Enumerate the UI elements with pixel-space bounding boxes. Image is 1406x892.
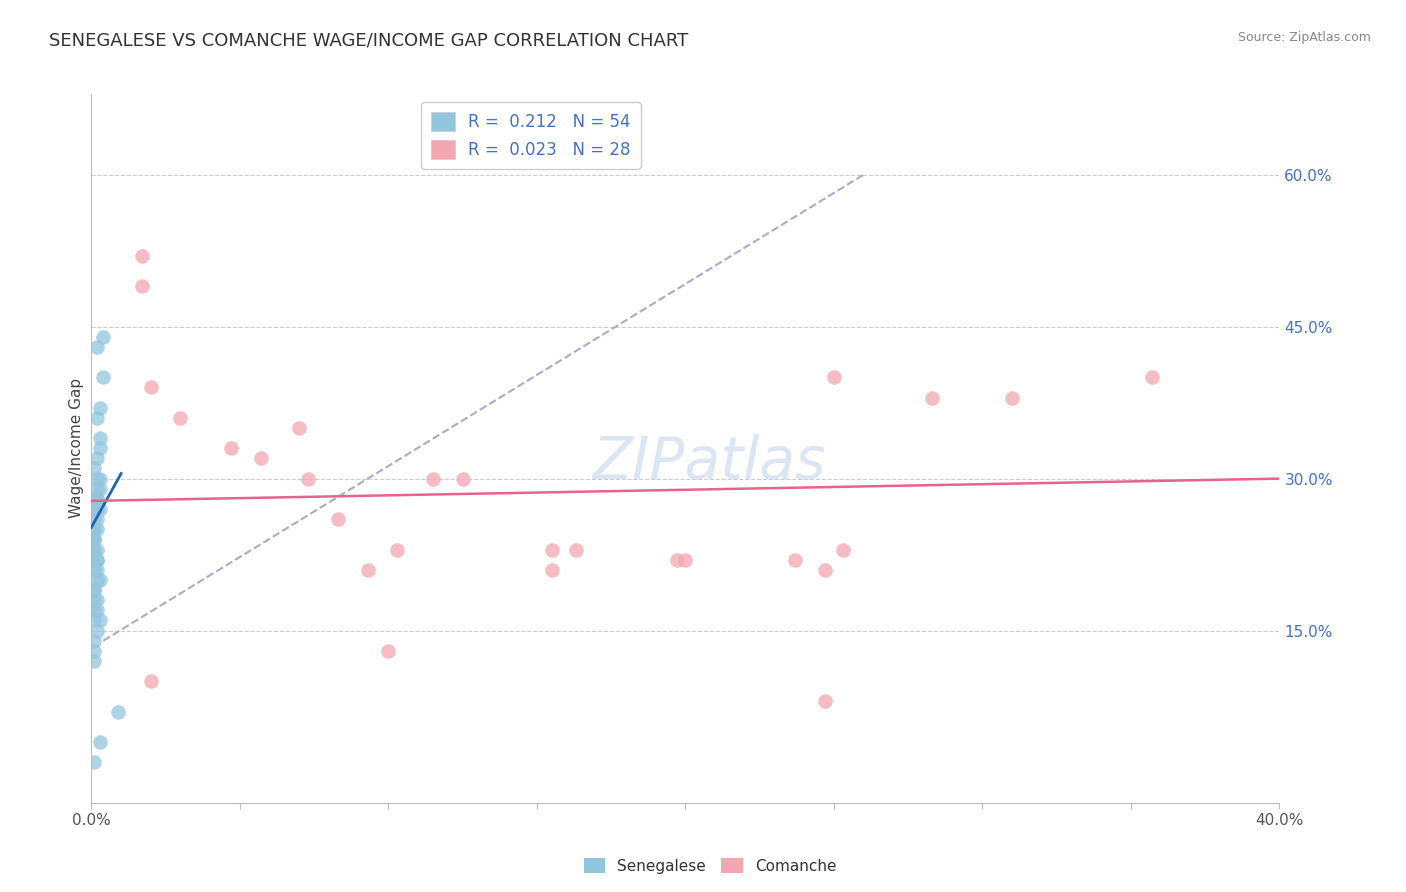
- Point: [83, 533, 105, 547]
- Point: [83, 583, 105, 598]
- Point: [86, 563, 108, 577]
- Point: [377, 644, 399, 658]
- Point: [86, 410, 108, 425]
- Point: [1140, 370, 1163, 384]
- Point: [86, 502, 108, 516]
- Point: [89, 502, 111, 516]
- Point: [326, 512, 349, 526]
- Point: [451, 472, 474, 486]
- Point: [89, 573, 111, 587]
- Point: [89, 431, 111, 445]
- Point: [86, 552, 108, 566]
- Legend: R =  0.212   N = 54, R =  0.023   N = 28: R = 0.212 N = 54, R = 0.023 N = 28: [422, 102, 641, 169]
- Point: [89, 482, 111, 496]
- Point: [86, 491, 108, 506]
- Point: [83, 756, 105, 770]
- Point: [83, 461, 105, 475]
- Point: [83, 512, 105, 526]
- Point: [422, 472, 444, 486]
- Point: [249, 451, 271, 466]
- Point: [814, 694, 837, 708]
- Point: [83, 593, 105, 607]
- Point: [169, 410, 191, 425]
- Point: [139, 380, 162, 394]
- Point: [83, 614, 105, 628]
- Point: [86, 512, 108, 526]
- Point: [83, 563, 105, 577]
- Point: [540, 542, 562, 557]
- Point: [564, 542, 586, 557]
- Point: [86, 552, 108, 566]
- Point: [86, 451, 108, 466]
- Point: [86, 573, 108, 587]
- Point: [91, 370, 114, 384]
- Point: [83, 491, 105, 506]
- Point: [83, 552, 105, 566]
- Point: [89, 735, 111, 749]
- Point: [83, 491, 105, 506]
- Y-axis label: Wage/Income Gap: Wage/Income Gap: [69, 378, 84, 518]
- Point: [107, 705, 129, 719]
- Point: [673, 552, 696, 566]
- Point: [139, 674, 162, 689]
- Point: [831, 542, 853, 557]
- Point: [89, 442, 111, 456]
- Point: [86, 593, 108, 607]
- Point: [83, 522, 105, 536]
- Point: [297, 472, 319, 486]
- Point: [86, 542, 108, 557]
- Point: [814, 563, 837, 577]
- Point: [665, 552, 688, 566]
- Point: [921, 391, 943, 405]
- Point: [356, 563, 378, 577]
- Text: ZIPatlas: ZIPatlas: [592, 434, 825, 491]
- Point: [83, 633, 105, 648]
- Point: [89, 614, 111, 628]
- Point: [91, 330, 114, 344]
- Point: [83, 533, 105, 547]
- Point: [83, 654, 105, 668]
- Point: [1001, 391, 1024, 405]
- Point: [83, 502, 105, 516]
- Legend: Senegalese, Comanche: Senegalese, Comanche: [578, 852, 842, 880]
- Point: [131, 279, 153, 293]
- Point: [83, 522, 105, 536]
- Point: [83, 603, 105, 617]
- Point: [387, 542, 409, 557]
- Point: [288, 421, 311, 435]
- Text: SENEGALESE VS COMANCHE WAGE/INCOME GAP CORRELATION CHART: SENEGALESE VS COMANCHE WAGE/INCOME GAP C…: [49, 31, 689, 49]
- Point: [86, 491, 108, 506]
- Point: [83, 583, 105, 598]
- Point: [83, 644, 105, 658]
- Point: [86, 340, 108, 354]
- Point: [86, 482, 108, 496]
- Point: [823, 370, 845, 384]
- Point: [83, 552, 105, 566]
- Point: [785, 552, 807, 566]
- Point: [83, 542, 105, 557]
- Text: Source: ZipAtlas.com: Source: ZipAtlas.com: [1237, 31, 1371, 45]
- Point: [86, 472, 108, 486]
- Point: [83, 542, 105, 557]
- Point: [89, 472, 111, 486]
- Point: [540, 563, 562, 577]
- Point: [131, 249, 153, 263]
- Point: [83, 533, 105, 547]
- Point: [86, 624, 108, 638]
- Point: [86, 522, 108, 536]
- Point: [86, 603, 108, 617]
- Point: [89, 401, 111, 415]
- Point: [219, 442, 242, 456]
